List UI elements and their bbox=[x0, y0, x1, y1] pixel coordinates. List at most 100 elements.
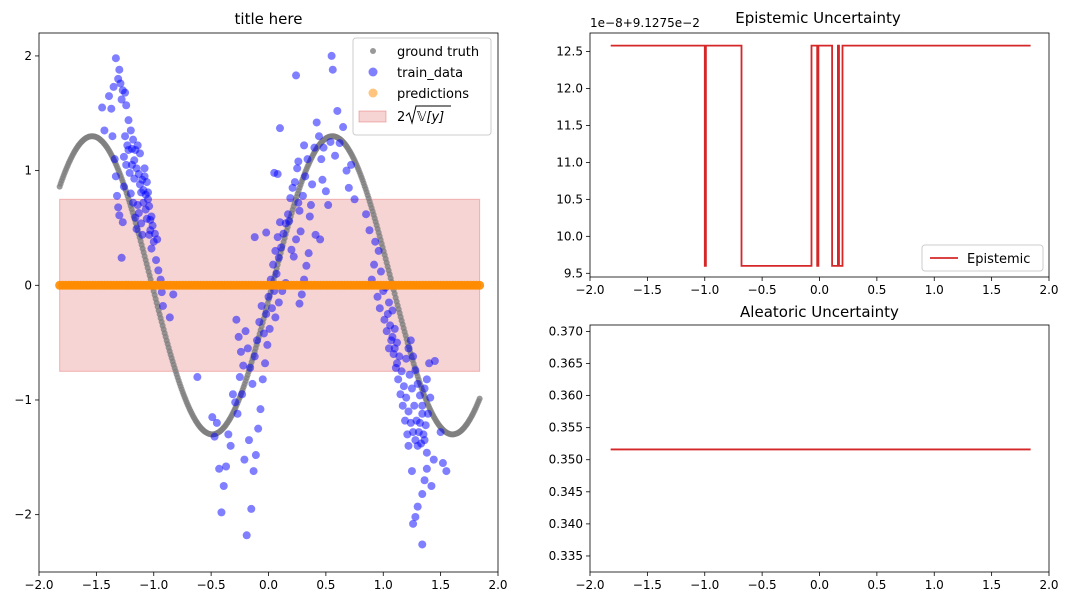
y-tick-label: 0.360 bbox=[549, 389, 583, 403]
y-tick-label: 10.5 bbox=[556, 192, 583, 206]
x-tick-label: −1.0 bbox=[690, 578, 719, 592]
train-data-point bbox=[238, 390, 246, 398]
train-data-point bbox=[418, 490, 426, 498]
x-tick-label: −0.5 bbox=[748, 283, 777, 297]
train-data-point bbox=[121, 132, 129, 140]
y-tick-label: 0.365 bbox=[549, 356, 583, 370]
x-tick-label: −2.0 bbox=[24, 578, 53, 592]
y-tick-label: 11.5 bbox=[556, 118, 583, 132]
train-data-point bbox=[294, 199, 302, 207]
train-data-point bbox=[285, 217, 293, 225]
train-data-point bbox=[404, 407, 412, 415]
y-tick-label: 0.340 bbox=[549, 517, 583, 531]
train-data-point bbox=[135, 209, 143, 217]
train-data-point bbox=[115, 211, 123, 219]
train-data-point bbox=[305, 249, 313, 257]
y-tick-label: 9.5 bbox=[564, 266, 583, 280]
legend-label-sqrt: 𝕍[y] bbox=[417, 110, 444, 125]
ground-truth-point bbox=[477, 396, 483, 402]
train-data-point bbox=[193, 373, 201, 381]
train-data-point bbox=[324, 201, 332, 209]
x-tick-label: 1.5 bbox=[982, 578, 1001, 592]
x-tick-label: 0.5 bbox=[867, 283, 886, 297]
train-data-point bbox=[312, 231, 320, 239]
train-data-point bbox=[317, 155, 325, 163]
train-data-point bbox=[236, 373, 244, 381]
train-data-point bbox=[307, 201, 315, 209]
train-data-point bbox=[269, 261, 277, 269]
train-data-point bbox=[136, 149, 144, 157]
train-data-point bbox=[244, 344, 252, 352]
train-data-point bbox=[251, 233, 259, 241]
train-data-point bbox=[274, 170, 282, 178]
train-data-point bbox=[409, 520, 417, 528]
train-data-point bbox=[120, 153, 128, 161]
train-data-point bbox=[242, 327, 250, 335]
train-data-point bbox=[169, 290, 177, 298]
train-data-point bbox=[295, 207, 303, 215]
x-tick-label: 0.5 bbox=[867, 578, 886, 592]
train-data-point bbox=[115, 66, 123, 74]
train-data-point bbox=[240, 456, 248, 464]
train-data-point bbox=[418, 410, 426, 418]
train-data-point bbox=[391, 344, 399, 352]
y-tick-label: 0.370 bbox=[549, 324, 583, 338]
y-tick-label: 2 bbox=[24, 49, 32, 63]
train-data-point bbox=[414, 503, 422, 511]
train-data-point bbox=[275, 299, 283, 307]
train-data-point bbox=[125, 146, 133, 154]
train-data-point bbox=[107, 105, 115, 113]
y-tick-label: −2 bbox=[14, 508, 32, 522]
y-tick-label: 10.0 bbox=[556, 229, 583, 243]
train-data-point bbox=[98, 104, 106, 112]
train-data-point bbox=[243, 531, 251, 539]
legend-marker bbox=[369, 68, 378, 77]
train-data-point bbox=[127, 126, 135, 134]
train-data-point bbox=[301, 172, 309, 180]
train-data-point bbox=[143, 178, 151, 186]
x-tick-label: 2.0 bbox=[488, 578, 507, 592]
train-data-point bbox=[302, 262, 310, 270]
train-data-point bbox=[229, 390, 237, 398]
train-data-point bbox=[375, 247, 383, 255]
train-data-point bbox=[224, 430, 232, 438]
x-tick-label: 2.0 bbox=[1039, 578, 1058, 592]
train-data-point bbox=[127, 190, 135, 198]
train-data-point bbox=[370, 261, 378, 269]
train-data-point bbox=[394, 375, 402, 383]
train-data-point bbox=[318, 176, 326, 184]
train-data-point bbox=[276, 124, 284, 132]
train-data-point bbox=[237, 348, 245, 356]
train-data-point bbox=[423, 375, 431, 383]
train-data-point bbox=[421, 385, 429, 393]
train-data-point bbox=[384, 310, 392, 318]
train-data-point bbox=[418, 540, 426, 548]
legend-label-prefix: 2 bbox=[397, 110, 405, 125]
train-data-point bbox=[404, 344, 412, 352]
train-data-point bbox=[112, 172, 120, 180]
legend-label: predictions bbox=[397, 87, 469, 102]
train-data-point bbox=[111, 155, 119, 163]
train-data-point bbox=[274, 233, 282, 241]
train-data-point bbox=[399, 402, 407, 410]
train-data-point bbox=[315, 132, 323, 140]
train-data-point bbox=[105, 92, 113, 100]
train-data-point bbox=[166, 313, 174, 321]
train-data-point bbox=[137, 219, 145, 227]
train-data-point bbox=[374, 293, 382, 301]
x-tick-label: 1.5 bbox=[431, 578, 450, 592]
x-tick-label: 1.0 bbox=[925, 283, 944, 297]
train-data-point bbox=[141, 164, 149, 172]
train-data-point bbox=[411, 366, 419, 374]
train-data-point bbox=[159, 302, 167, 310]
train-data-point bbox=[116, 79, 124, 87]
train-data-point bbox=[423, 465, 431, 473]
train-data-point bbox=[339, 123, 347, 131]
train-data-point bbox=[333, 107, 341, 115]
train-data-point bbox=[308, 180, 316, 188]
train-data-point bbox=[262, 229, 270, 237]
train-data-point bbox=[404, 442, 412, 450]
train-data-point bbox=[291, 178, 299, 186]
train-data-point bbox=[253, 336, 261, 344]
train-data-point bbox=[328, 52, 336, 60]
